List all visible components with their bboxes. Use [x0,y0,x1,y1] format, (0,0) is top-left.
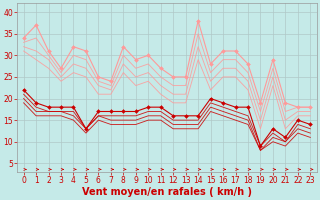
X-axis label: Vent moyen/en rafales ( km/h ): Vent moyen/en rafales ( km/h ) [82,187,252,197]
